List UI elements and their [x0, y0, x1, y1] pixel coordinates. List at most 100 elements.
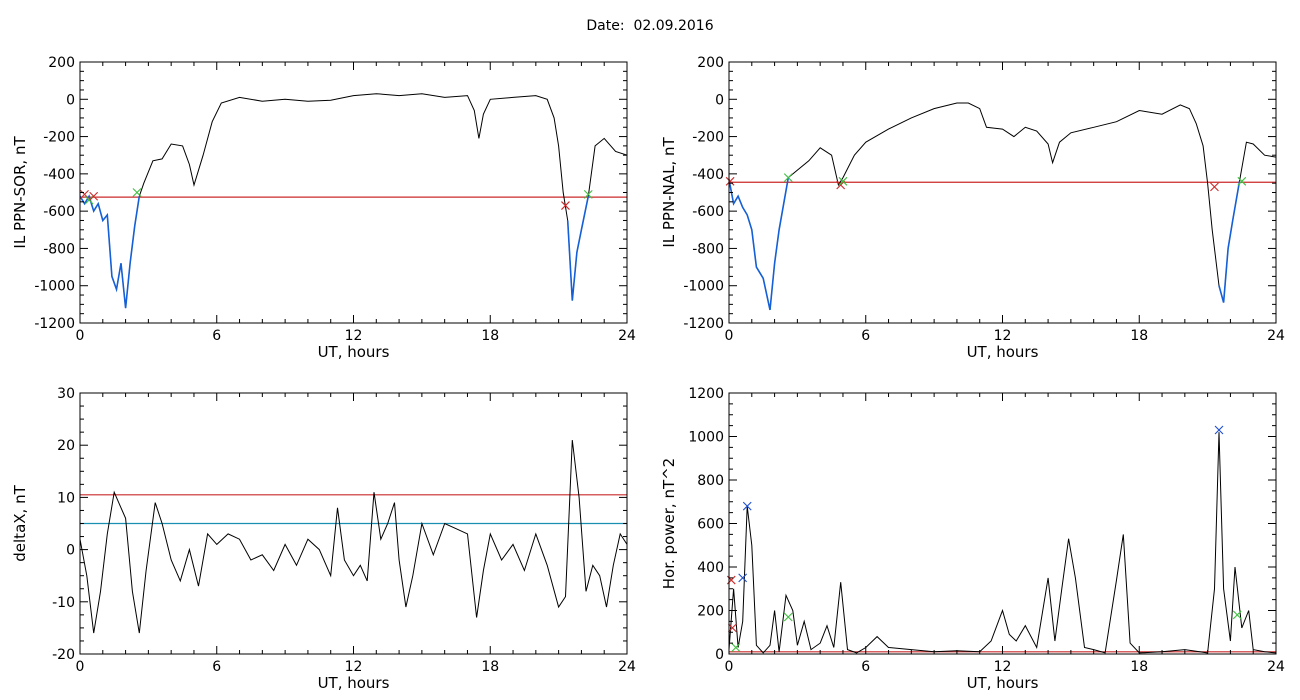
- y-tick-label-sor: -400: [43, 167, 75, 183]
- event-marker-sor-5: [583, 189, 593, 199]
- event-marker-sor-1: [84, 195, 94, 205]
- x-tick-label-deltax: 12: [345, 659, 363, 675]
- y-tick-label-nal: -600: [692, 204, 724, 220]
- series-line-hor-power-0: [729, 432, 1276, 654]
- marker-stroke-b: [84, 195, 94, 205]
- x-tick-label-hor-power: 24: [1267, 659, 1285, 675]
- y-tick-label-hor-power: 400: [697, 560, 724, 576]
- x-tick-label-nal: 6: [861, 328, 870, 344]
- panel-hor-power: 0 6 12 18 24 0 200 400 600 800 1000 1200 UT, hours Ho…: [660, 386, 1285, 692]
- event-marker-hor-power-2: [731, 643, 741, 652]
- y-axis-label-deltax: deltaX, nT: [11, 484, 29, 561]
- x-tick-label-hor-power: 0: [725, 659, 734, 675]
- series-line-sor-0: [80, 93, 627, 309]
- y-tick-label-sor: -600: [43, 204, 75, 220]
- highlight-segment-sor-0: [80, 194, 141, 309]
- marker-stroke-b: [1214, 425, 1224, 435]
- marker-stroke-b: [561, 201, 570, 210]
- event-marker-nal-3: [838, 176, 848, 186]
- panel-deltax: 0 6 12 18 24 -20 -10 0 10 20 30 UT, hours deltaX, nT: [11, 386, 636, 692]
- x-tick-label-nal: 24: [1267, 328, 1285, 344]
- x-tick-label-nal: 0: [725, 328, 734, 344]
- y-tick-label-sor: 200: [48, 55, 75, 71]
- marker-stroke-b: [80, 189, 89, 199]
- x-tick-label-sor: 6: [212, 328, 221, 344]
- marker-stroke-b: [89, 191, 99, 201]
- marker-stroke-b: [738, 573, 748, 583]
- event-marker-nal-0: [725, 176, 735, 186]
- x-tick-label-deltax: 6: [212, 659, 221, 675]
- y-tick-label-hor-power: 0: [715, 647, 724, 663]
- x-tick-label-sor: 18: [481, 328, 499, 344]
- y-tick-label-hor-power: 800: [697, 473, 724, 489]
- marker-stroke-b: [783, 612, 793, 622]
- y-tick-label-deltax: 20: [57, 438, 75, 454]
- marker-stroke-b: [742, 501, 752, 511]
- event-marker-nal-4: [1210, 182, 1219, 192]
- y-tick-label-sor: -200: [43, 130, 75, 146]
- plot-frame-hor-power: [728, 392, 1277, 655]
- event-marker-sor-0: [80, 189, 89, 199]
- y-axis-label-nal: IL PPN-NAL, nT: [660, 137, 678, 248]
- y-tick-label-deltax: -20: [52, 647, 75, 663]
- figure-title: Date: 02.09.2016: [586, 18, 714, 34]
- figure-title-wrap: Date: 02.09.2016: [0, 18, 1300, 34]
- x-tick-label-hor-power: 18: [1130, 659, 1148, 675]
- y-tick-label-nal: -1200: [683, 316, 724, 332]
- y-tick-label-sor: 0: [66, 92, 75, 108]
- event-marker-sor-2: [89, 191, 99, 201]
- x-tick-label-sor: 24: [618, 328, 636, 344]
- y-tick-label-nal: -800: [692, 241, 724, 257]
- y-tick-label-hor-power: 200: [697, 604, 724, 620]
- x-tick-label-deltax: 24: [618, 659, 636, 675]
- x-tick-label-sor: 0: [76, 328, 85, 344]
- x-axis-label-nal: UT, hours: [967, 343, 1039, 361]
- y-tick-label-sor: -1000: [34, 279, 75, 295]
- marker-stroke-b: [583, 189, 593, 199]
- x-tick-label-nal: 18: [1130, 328, 1148, 344]
- x-axis-label-hor-power: UT, hours: [967, 674, 1039, 692]
- event-marker-hor-power-1: [728, 623, 737, 633]
- event-marker-hor-power-6: [1214, 425, 1224, 435]
- marker-stroke-b: [783, 173, 793, 182]
- event-marker-hor-power-4: [742, 501, 752, 511]
- x-tick-label-nal: 12: [994, 328, 1012, 344]
- marker-stroke-b: [731, 643, 741, 652]
- x-tick-label-hor-power: 12: [994, 659, 1012, 675]
- marker-stroke-b: [1237, 176, 1247, 186]
- x-tick-label-deltax: 0: [76, 659, 85, 675]
- y-tick-label-deltax: 10: [57, 490, 75, 506]
- y-tick-label-sor: -1200: [34, 316, 75, 332]
- event-marker-sor-3: [132, 188, 142, 197]
- x-tick-label-hor-power: 6: [861, 659, 870, 675]
- marker-stroke-b: [1232, 610, 1242, 620]
- marker-stroke-b: [725, 176, 735, 186]
- plot-frame-sor: [79, 61, 628, 324]
- highlight-segment-nal-0: [729, 177, 790, 311]
- highlight-segment-nal-1: [1218, 181, 1241, 303]
- plot-frame-nal: [728, 61, 1277, 324]
- y-tick-label-nal: -200: [692, 130, 724, 146]
- y-tick-label-nal: -400: [692, 167, 724, 183]
- event-marker-nal-1: [783, 173, 793, 182]
- event-marker-hor-power-7: [1232, 610, 1242, 620]
- x-axis-label-sor: UT, hours: [318, 343, 390, 361]
- event-marker-sor-4: [561, 201, 570, 210]
- y-tick-label-hor-power: 1200: [688, 386, 724, 402]
- y-tick-label-hor-power: 600: [697, 517, 724, 533]
- x-tick-label-sor: 12: [345, 328, 363, 344]
- series-line-nal-0: [729, 102, 1276, 311]
- highlight-segment-sor-1: [566, 196, 590, 301]
- series-line-deltax-0: [80, 439, 627, 634]
- x-axis-label-deltax: UT, hours: [318, 674, 390, 692]
- y-tick-label-sor: -800: [43, 241, 75, 257]
- y-tick-label-hor-power: 1000: [688, 430, 724, 446]
- event-marker-hor-power-3: [738, 573, 748, 583]
- x-tick-label-deltax: 18: [481, 659, 499, 675]
- y-axis-label-sor: IL PPN-SOR, nT: [11, 136, 29, 249]
- marker-stroke-b: [728, 623, 737, 633]
- y-tick-label-nal: 200: [697, 55, 724, 71]
- panel-nal: 0 6 12 18 24 -1200 -1000 -800 -600 -400 -200 0 200 UT…: [660, 55, 1285, 361]
- marker-stroke-b: [132, 188, 142, 197]
- y-tick-label-nal: -1000: [683, 279, 724, 295]
